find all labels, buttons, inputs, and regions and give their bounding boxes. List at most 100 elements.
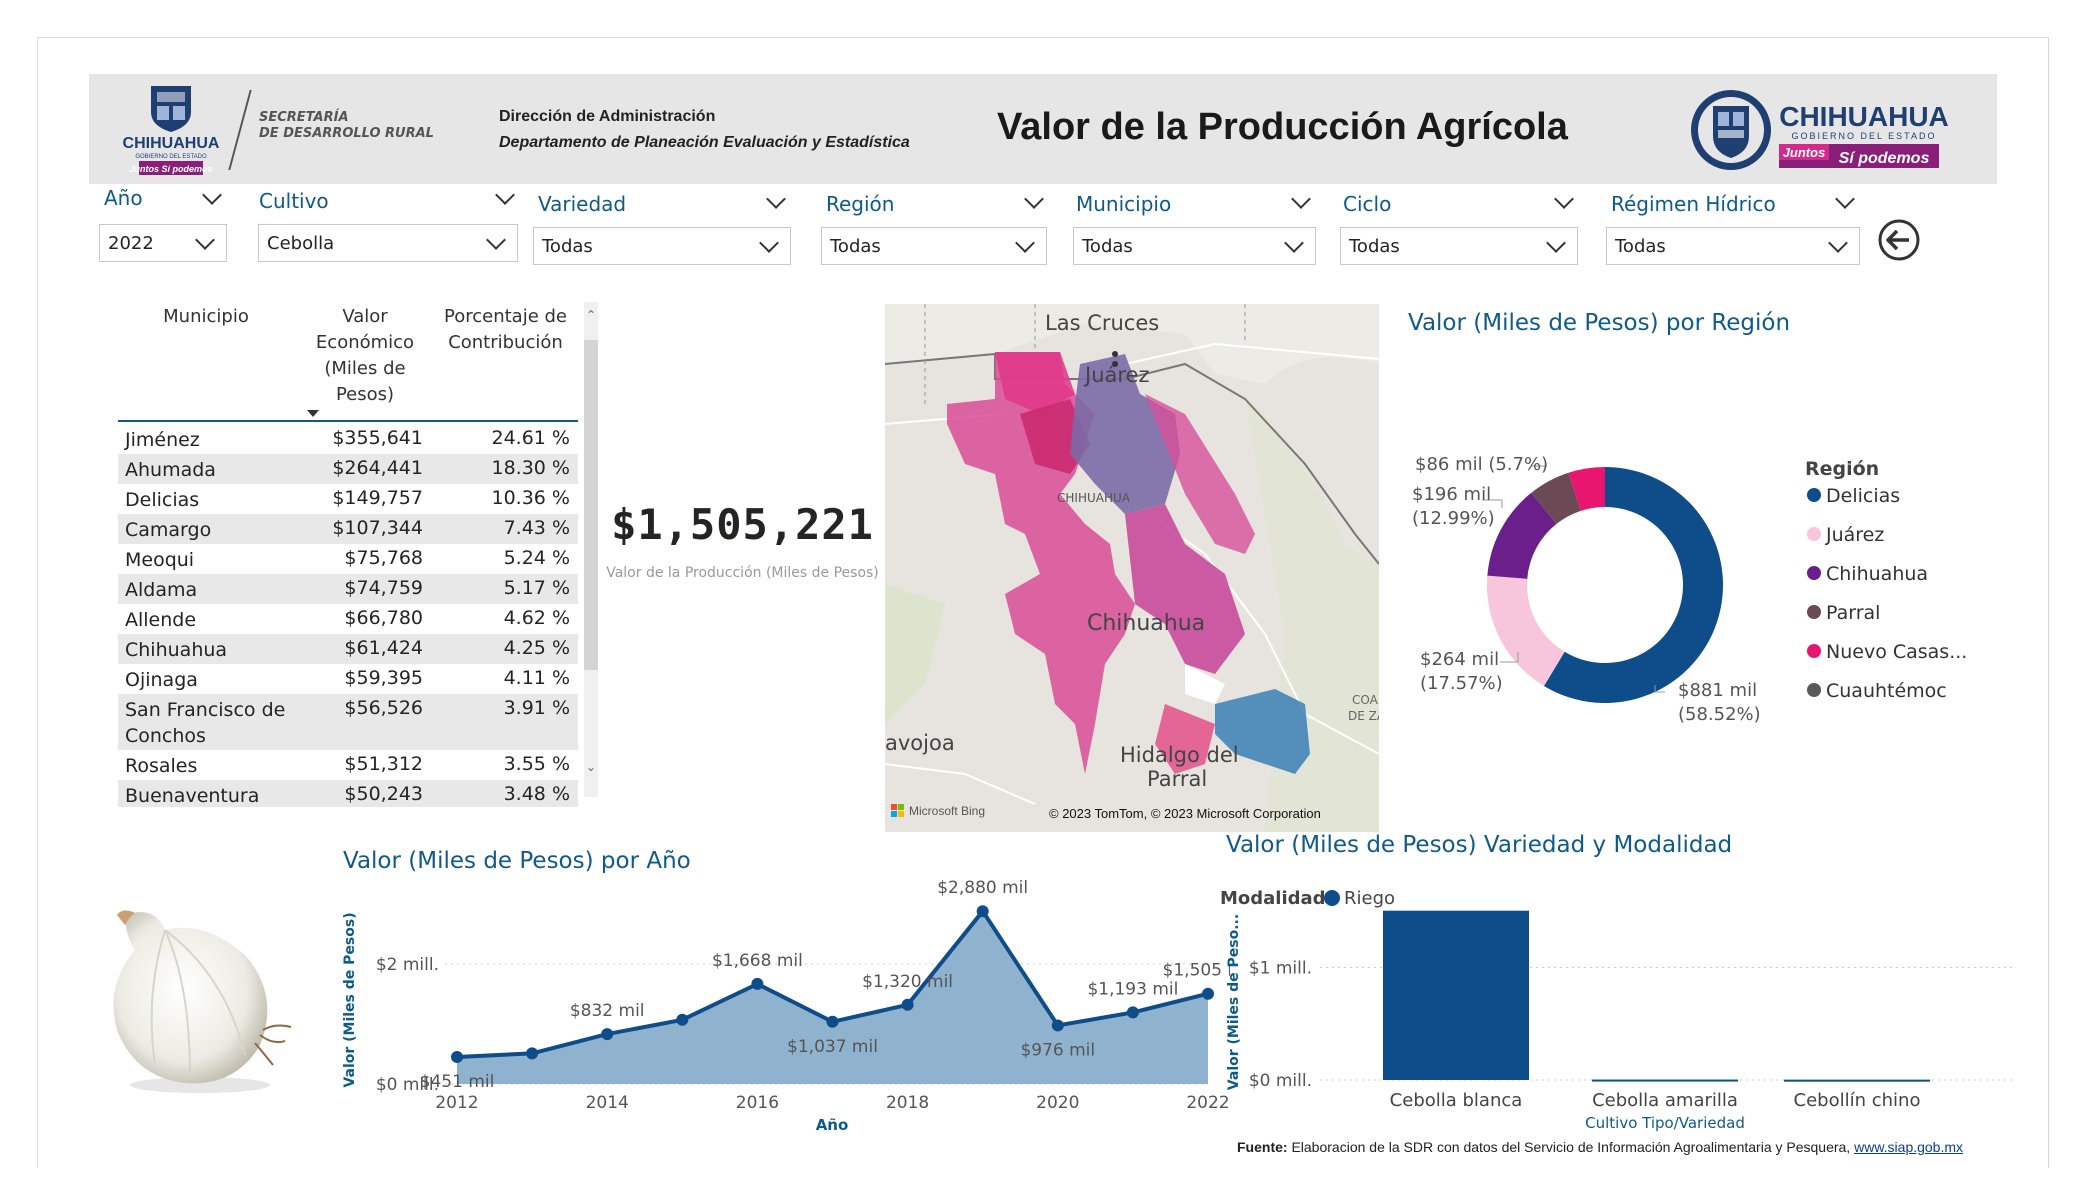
donut-slice-4[interactable] bbox=[1568, 467, 1605, 511]
cell-municipio: Camargo bbox=[125, 519, 212, 541]
scroll-up-icon[interactable]: ⌃ bbox=[586, 308, 597, 322]
onion-image bbox=[113, 910, 292, 1093]
data-point[interactable] bbox=[676, 1013, 689, 1026]
filter-variedad-select[interactable]: Todas bbox=[533, 227, 791, 265]
cell-porcentaje: 3.48 % bbox=[503, 783, 570, 805]
bar[interactable] bbox=[1784, 1079, 1930, 1082]
data-point[interactable] bbox=[451, 1050, 463, 1063]
filter-cultivo-select[interactable]: Cebolla bbox=[258, 224, 518, 262]
y-tick-label: $1 mill. bbox=[1249, 959, 1312, 979]
legend-marker[interactable] bbox=[1807, 644, 1821, 658]
x-tick-label: Cebolla amarilla bbox=[1592, 1090, 1738, 1111]
table-row[interactable]: Ojinaga $59,395 4.11 % bbox=[118, 664, 578, 694]
cell-valor: $50,243 bbox=[344, 783, 423, 805]
donut-slice-3[interactable] bbox=[1531, 472, 1581, 525]
x-tick-label: 2020 bbox=[1036, 1093, 1079, 1113]
table-row[interactable]: San Francisco de Conchos $56,526 3.91 % bbox=[118, 694, 578, 750]
col-header-porcentaje[interactable]: Porcentaje de Contribución bbox=[444, 306, 567, 353]
legend-item[interactable]: Parral bbox=[1826, 602, 1880, 624]
legend-marker[interactable] bbox=[1324, 890, 1340, 906]
legend-marker[interactable] bbox=[1807, 566, 1821, 580]
donut-slice-1[interactable] bbox=[1487, 575, 1565, 687]
filter-regimen-select[interactable]: Todas bbox=[1606, 227, 1860, 265]
col-header-valor[interactable]: Valor Económico (Miles de Pesos) bbox=[315, 306, 415, 405]
data-point[interactable] bbox=[526, 1047, 539, 1060]
legend-marker[interactable] bbox=[1807, 527, 1821, 541]
header-banner: CHIHUAHUA GOBIERNO DEL ESTADO Juntos Sí … bbox=[89, 74, 1997, 184]
data-point[interactable] bbox=[1126, 1006, 1139, 1019]
variety-bar-chart[interactable]: Modalidad Riego $0 mill. $1 mill. Cebolla bl… bbox=[1220, 870, 2020, 1140]
table-row[interactable]: Ahumada $264,441 18.30 % bbox=[118, 454, 578, 484]
data-point[interactable] bbox=[826, 1015, 839, 1028]
secretaria-label: SECRETARÍA DE DESARROLLO RURAL bbox=[259, 110, 434, 142]
data-label: $2,880 mil bbox=[937, 880, 1028, 898]
legend-item[interactable]: Nuevo Casas... bbox=[1826, 641, 1967, 663]
region-donut-chart[interactable]: $881 mil (58.52%) $264 mil (17.57%) $196 mil… bbox=[1400, 440, 2000, 750]
table-row[interactable]: Jiménez $355,641 24.61 % bbox=[118, 424, 578, 454]
table-scrollbar-thumb[interactable] bbox=[584, 340, 598, 670]
data-label: $1,505 mil bbox=[1163, 961, 1230, 981]
data-point[interactable] bbox=[601, 1028, 614, 1041]
legend-item[interactable]: Delicias bbox=[1826, 485, 1900, 507]
cell-municipio: Aldama bbox=[125, 579, 198, 601]
year-area-chart[interactable]: $0 mill. $2 mill. $451 mil $832 mil $1,668 m… bbox=[330, 880, 1230, 1140]
table-row[interactable]: Allende $66,780 4.62 % bbox=[118, 604, 578, 634]
table-row[interactable]: Buenaventura $50,243 3.48 % bbox=[118, 780, 578, 807]
x-tick-label: 2012 bbox=[435, 1093, 478, 1113]
filter-ciclo-select[interactable]: Todas bbox=[1340, 227, 1578, 265]
map-label-coah: COA bbox=[1352, 693, 1379, 707]
data-point[interactable] bbox=[901, 998, 914, 1011]
filter-anio-label: Año bbox=[104, 186, 143, 210]
cell-municipio: Meoqui bbox=[125, 549, 195, 571]
table-row[interactable]: Chihuahua $61,424 4.25 % bbox=[118, 634, 578, 664]
table-row[interactable]: Camargo $107,344 7.43 % bbox=[118, 514, 578, 544]
cell-porcentaje: 24.61 % bbox=[491, 427, 571, 449]
col-header-municipio[interactable]: Municipio bbox=[163, 306, 249, 327]
filter-region-select[interactable]: Todas bbox=[821, 227, 1047, 265]
data-point[interactable] bbox=[751, 977, 764, 990]
filter-ciclo-label: Ciclo bbox=[1343, 192, 1392, 216]
back-arrow-icon[interactable] bbox=[1878, 219, 1920, 261]
svg-text:Juntos Sí podemos: Juntos Sí podemos bbox=[129, 164, 212, 174]
donut-data-label: $264 mil bbox=[1420, 649, 1499, 670]
legend-marker[interactable] bbox=[1807, 605, 1821, 619]
legend-item[interactable]: Juárez bbox=[1825, 524, 1884, 546]
svg-text:CHIHUAHUA: CHIHUAHUA bbox=[1779, 101, 1949, 132]
chihuahua-state-logo: CHIHUAHUA GOBIERNO DEL ESTADO Juntos Sí … bbox=[1691, 90, 1949, 170]
data-label: $1,668 mil bbox=[712, 951, 803, 971]
legend-marker[interactable] bbox=[1807, 488, 1821, 502]
table-row[interactable]: Meoqui $75,768 5.24 % bbox=[118, 544, 578, 574]
scroll-down-icon[interactable]: ⌄ bbox=[586, 760, 597, 774]
data-point[interactable] bbox=[976, 905, 989, 918]
cell-municipio: San Francisco de Conchos bbox=[125, 699, 286, 747]
region-map[interactable]: Las Cruces Juárez CHIHUAHUA Chihuahua Hi… bbox=[885, 304, 1379, 832]
table-row[interactable]: Delicias $149,757 10.36 % bbox=[118, 484, 578, 514]
filter-municipio-select[interactable]: Todas bbox=[1073, 227, 1316, 265]
data-point[interactable] bbox=[1202, 987, 1214, 1000]
legend-item[interactable]: Chihuahua bbox=[1826, 563, 1928, 585]
table-row[interactable]: Rosales $51,312 3.55 % bbox=[118, 750, 578, 780]
data-point[interactable] bbox=[1051, 1019, 1064, 1032]
cell-municipio: Chihuahua bbox=[125, 639, 228, 661]
legend-marker[interactable] bbox=[1807, 683, 1821, 697]
legend-item[interactable]: Riego bbox=[1344, 888, 1395, 909]
chevron-down-icon bbox=[759, 233, 779, 253]
source-link[interactable]: www.siap.gob.mx bbox=[1854, 1139, 1964, 1155]
sort-descending-icon[interactable] bbox=[307, 410, 319, 417]
x-tick-label: Cebollín chino bbox=[1794, 1090, 1921, 1111]
donut-slice-2[interactable] bbox=[1487, 492, 1557, 579]
cell-municipio: Ojinaga bbox=[125, 669, 198, 691]
data-label: $1,037 mil bbox=[787, 1037, 878, 1057]
chevron-down-icon bbox=[1284, 233, 1304, 253]
legend-item[interactable]: Cuauhtémoc bbox=[1826, 680, 1947, 702]
direccion-block: Dirección de Administración Departamento… bbox=[499, 104, 910, 156]
table-row[interactable]: Aldama $74,759 5.17 % bbox=[118, 574, 578, 604]
donut-slice-0[interactable] bbox=[1543, 467, 1723, 703]
donut-leader-line bbox=[1500, 652, 1519, 663]
header-underline bbox=[118, 420, 578, 422]
x-tick-label: 2022 bbox=[1186, 1093, 1229, 1113]
bar[interactable] bbox=[1383, 910, 1529, 1080]
data-label: $976 mil bbox=[1020, 1040, 1095, 1060]
filter-anio-select[interactable]: 2022 bbox=[99, 224, 227, 262]
bar[interactable] bbox=[1592, 1079, 1738, 1082]
